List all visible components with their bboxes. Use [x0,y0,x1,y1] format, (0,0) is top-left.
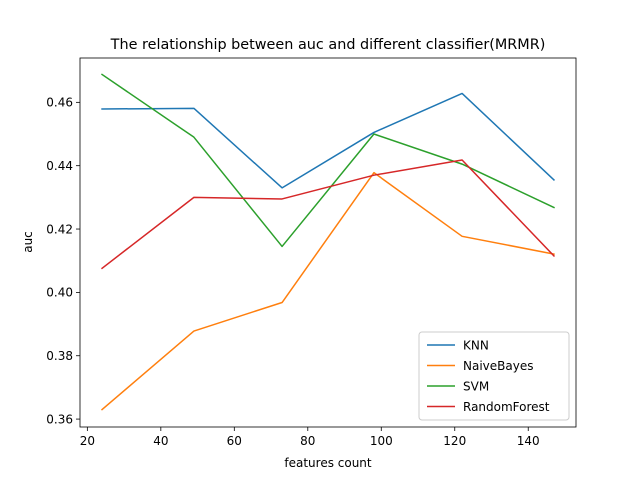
series-line-randomforest [100,159,556,270]
legend-label-randomforest: RandomForest [463,400,550,414]
x-axis: 20 40 60 80 100 120 140 [80,427,540,448]
plot-frame [79,57,577,428]
y-tick-label: 0.38 [46,349,73,363]
y-tick-label: 0.46 [46,96,73,110]
x-tick-label: 80 [300,434,315,448]
series-line-svm [100,73,555,248]
x-tick-label: 60 [227,434,242,448]
y-tick-label: 0.44 [46,159,73,173]
legend-label-svm: SVM [463,379,489,393]
y-tick-label: 0.36 [46,412,73,426]
x-tick-label: 20 [80,434,95,448]
y-axis-label: auc [21,231,35,253]
x-tick-label: 100 [370,434,393,448]
series-lines [100,73,556,411]
legend-label-knn: KNN [463,338,489,352]
y-axis: 0.36 0.38 0.40 0.42 0.44 0.46 [46,96,80,426]
legend-label-naivebayes: NaiveBayes [463,359,533,373]
legend-box [418,331,570,421]
x-tick-label: 40 [153,434,168,448]
y-tick-label: 0.40 [46,286,73,300]
x-tick-label: 140 [517,434,540,448]
legend: KNN NaiveBayes SVM RandomForest [418,331,570,421]
series-line-naivebayes [100,171,555,411]
series-line-knn [101,92,556,189]
x-tick-label: 120 [443,434,466,448]
y-tick-label: 0.42 [46,222,73,236]
x-axis-label: features count [284,456,372,470]
chart-title: The relationship between auc and differe… [110,37,546,53]
